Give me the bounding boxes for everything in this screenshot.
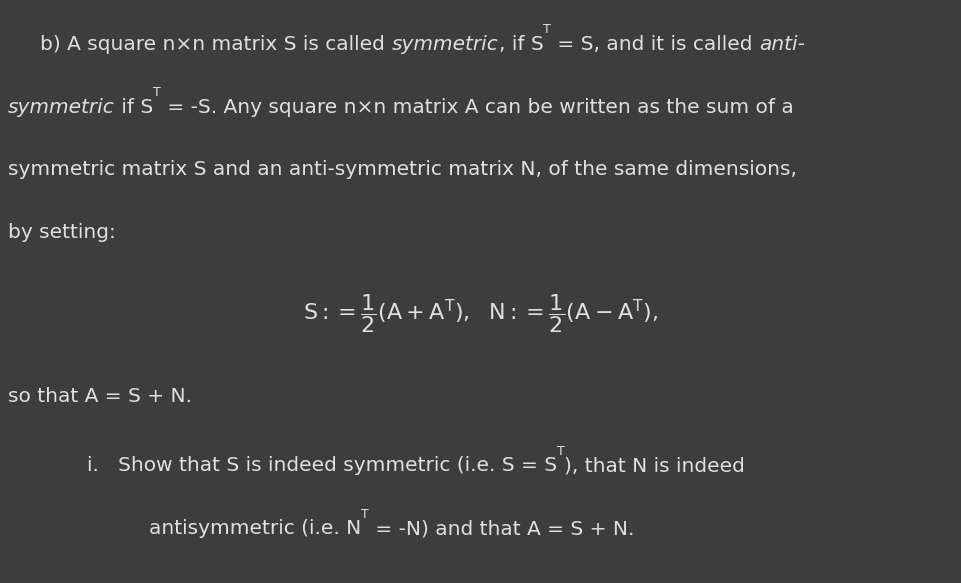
Text: = -N) and that A = S + N.: = -N) and that A = S + N. — [369, 519, 634, 538]
Text: symmetric: symmetric — [391, 34, 498, 54]
Text: = -S. Any square n×n matrix A can be written as the sum of a: = -S. Any square n×n matrix A can be wri… — [160, 97, 793, 117]
Text: so that A = S + N.: so that A = S + N. — [8, 387, 191, 406]
Text: , if S: , if S — [498, 34, 543, 54]
Text: = S, and it is called: = S, and it is called — [551, 34, 758, 54]
Text: symmetric matrix S and an anti-symmetric matrix N, of the same dimensions,: symmetric matrix S and an anti-symmetric… — [8, 160, 796, 180]
Text: by setting:: by setting: — [8, 223, 115, 243]
Text: anti-: anti- — [758, 34, 804, 54]
Text: if S: if S — [114, 97, 153, 117]
Text: T: T — [361, 508, 369, 521]
Text: symmetric: symmetric — [8, 97, 114, 117]
Text: ), that N is indeed: ), that N is indeed — [564, 456, 745, 475]
Text: b) A square n×n matrix S is called: b) A square n×n matrix S is called — [40, 34, 391, 54]
Text: $\mathrm{S: = \dfrac{1}{2}(A+A^{\mathsf{T}}), \ \ N{:=}\dfrac{1}{2}(A-A^{\mathsf: $\mathrm{S: = \dfrac{1}{2}(A+A^{\mathsf{… — [303, 293, 658, 335]
Text: T: T — [153, 86, 160, 99]
Text: T: T — [543, 23, 551, 36]
Text: antisymmetric (i.e. N: antisymmetric (i.e. N — [149, 519, 361, 538]
Text: i.   Show that S is indeed symmetric (i.e. S = S: i. Show that S is indeed symmetric (i.e.… — [86, 456, 556, 475]
Text: T: T — [556, 445, 564, 458]
